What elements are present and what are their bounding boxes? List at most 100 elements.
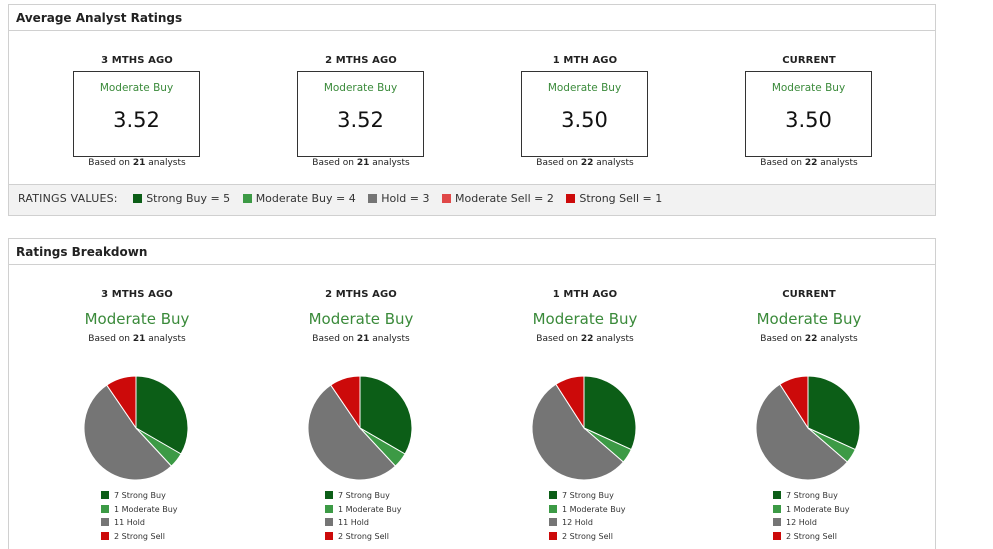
pie-legend-item: 11 Hold <box>325 516 402 530</box>
pie-slice-strong-buy <box>583 375 637 451</box>
rating-label: Moderate Buy <box>756 310 862 328</box>
rating-box: Moderate Buy 3.50 <box>745 71 872 157</box>
pie-legend-item: 2 Strong Sell <box>549 530 626 544</box>
swatch-icon <box>325 504 333 513</box>
rating-label: Moderate Buy <box>308 310 414 328</box>
rating-box: Moderate Buy 3.50 <box>521 71 648 157</box>
swatch-icon <box>101 504 109 513</box>
average-analyst-ratings-panel: Average Analyst Ratings 3 MTHS AGO Moder… <box>8 4 936 216</box>
pie-slice-strong-sell <box>106 375 137 430</box>
rating-label: Moderate Buy <box>323 82 398 94</box>
swatch-icon <box>101 518 109 526</box>
swatch-icon <box>773 504 781 513</box>
pie-slice-strong-buy <box>359 375 413 455</box>
based-on-text: Based on 22 analysts <box>536 334 634 344</box>
ratings-values-title: RATINGS VALUES: <box>18 192 118 205</box>
ratings-pie-chart <box>755 375 861 481</box>
rating-value: 3.52 <box>113 108 160 132</box>
pie-legend-item: 12 Hold <box>773 516 850 530</box>
pie-legend-item: 2 Strong Sell <box>773 530 850 544</box>
pie-legend-item: 11 Hold <box>101 516 178 530</box>
rating-box: Moderate Buy 3.52 <box>297 71 424 157</box>
based-on-text: Based on 22 analysts <box>536 158 634 168</box>
rating-label: Moderate Buy <box>532 310 638 328</box>
rating-label: Moderate Buy <box>771 82 846 94</box>
pie-legend-item: 1 Moderate Buy <box>549 503 626 517</box>
pie-legend-item: 7 Strong Buy <box>325 489 402 503</box>
based-on-text: Based on 21 analysts <box>88 334 186 344</box>
rating-value: 3.50 <box>561 108 608 132</box>
pie-legend-item: 7 Strong Buy <box>773 489 850 503</box>
breakdown-column-1-month-ago: 1 MTH AGO Moderate Buy Based on 22 analy… <box>485 289 685 541</box>
rating-label: Moderate Buy <box>99 82 174 94</box>
swatch-icon <box>566 194 576 203</box>
swatch-icon <box>325 518 333 526</box>
period-label: 2 MTHS AGO <box>325 289 397 300</box>
pie-legend-item: 1 Moderate Buy <box>101 503 178 517</box>
based-on-text: Based on 21 analysts <box>88 158 186 168</box>
pie-legend-item: 1 Moderate Buy <box>325 503 402 517</box>
pie-slice-hold <box>531 383 625 481</box>
period-label: 3 MTHS AGO <box>101 289 173 300</box>
pie-slice-strong-sell <box>779 375 809 430</box>
period-label: 1 MTH AGO <box>552 289 618 300</box>
ratings-pie-chart <box>307 375 413 481</box>
pie-slice-strong-sell <box>330 375 361 430</box>
breakdown-column-3-months-ago: 3 MTHS AGO Moderate Buy Based on 21 anal… <box>37 289 237 541</box>
pie-slice-hold <box>755 383 849 481</box>
avg-column-current: CURRENT Moderate Buy 3.50 Based on 22 an… <box>709 55 909 168</box>
rating-label: Moderate Buy <box>84 310 190 328</box>
pie-slice-hold <box>307 384 397 481</box>
period-label: CURRENT <box>782 55 836 66</box>
pie-legend: 7 Strong Buy 1 Moderate Buy 12 Hold 2 St… <box>773 489 850 543</box>
swatch-icon <box>549 518 557 526</box>
pie-legend-item: 2 Strong Sell <box>101 530 178 544</box>
based-on-text: Based on 21 analysts <box>312 334 410 344</box>
period-label: 1 MTH AGO <box>552 55 618 66</box>
pie-slice-strong-sell <box>555 375 585 430</box>
ratings-breakdown-panel: Ratings Breakdown 3 MTHS AGO Moderate Bu… <box>8 238 936 549</box>
swatch-icon <box>133 194 143 203</box>
swatch-icon <box>368 194 378 203</box>
legend-moderate-sell: Moderate Sell = 2 <box>442 192 554 205</box>
avg-column-1-month-ago: 1 MTH AGO Moderate Buy 3.50 Based on 22 … <box>485 55 685 168</box>
pie-slice-strong-buy <box>807 375 861 451</box>
panel-title: Ratings Breakdown <box>9 239 935 265</box>
breakdown-column-2-months-ago: 2 MTHS AGO Moderate Buy Based on 21 anal… <box>261 289 461 541</box>
rating-value: 3.52 <box>337 108 384 132</box>
legend-moderate-buy: Moderate Buy = 4 <box>242 192 356 205</box>
swatch-icon <box>325 491 333 499</box>
period-label: 3 MTHS AGO <box>101 55 173 66</box>
pie-legend: 7 Strong Buy 1 Moderate Buy 11 Hold 2 St… <box>325 489 402 543</box>
pie-legend: 7 Strong Buy 1 Moderate Buy 12 Hold 2 St… <box>549 489 626 543</box>
panel-title: Average Analyst Ratings <box>9 5 935 31</box>
legend-hold: Hold = 3 <box>368 192 430 205</box>
swatch-icon <box>773 518 781 526</box>
swatch-icon <box>442 194 451 203</box>
legend-strong-sell: Strong Sell = 1 <box>566 192 662 205</box>
pie-legend-item: 2 Strong Sell <box>325 530 402 544</box>
breakdown-column-current: CURRENT Moderate Buy Based on 22 analyst… <box>709 289 909 541</box>
rating-label: Moderate Buy <box>547 82 622 94</box>
rating-box: Moderate Buy 3.52 <box>73 71 200 157</box>
pie-legend-item: 7 Strong Buy <box>549 489 626 503</box>
swatch-icon <box>101 491 109 499</box>
ratings-values-legend: RATINGS VALUES: Strong Buy = 5 Moderate … <box>9 184 935 215</box>
pie-slice-hold <box>83 384 173 481</box>
ratings-pie-chart <box>531 375 637 481</box>
avg-column-3-months-ago: 3 MTHS AGO Moderate Buy 3.52 Based on 21… <box>37 55 237 168</box>
pie-legend: 7 Strong Buy 1 Moderate Buy 11 Hold 2 St… <box>101 489 178 543</box>
pie-legend-item: 12 Hold <box>549 516 626 530</box>
based-on-text: Based on 22 analysts <box>760 334 858 344</box>
swatch-icon <box>773 491 781 499</box>
based-on-text: Based on 21 analysts <box>312 158 410 168</box>
period-label: 2 MTHS AGO <box>325 55 397 66</box>
swatch-icon <box>242 194 252 203</box>
avg-column-2-months-ago: 2 MTHS AGO Moderate Buy 3.52 Based on 21… <box>261 55 461 168</box>
rating-value: 3.50 <box>785 108 832 132</box>
pie-slice-strong-buy <box>135 375 189 455</box>
period-label: CURRENT <box>782 289 836 300</box>
based-on-text: Based on 22 analysts <box>760 158 858 168</box>
pie-legend-item: 7 Strong Buy <box>101 489 178 503</box>
ratings-pie-chart <box>83 375 189 481</box>
